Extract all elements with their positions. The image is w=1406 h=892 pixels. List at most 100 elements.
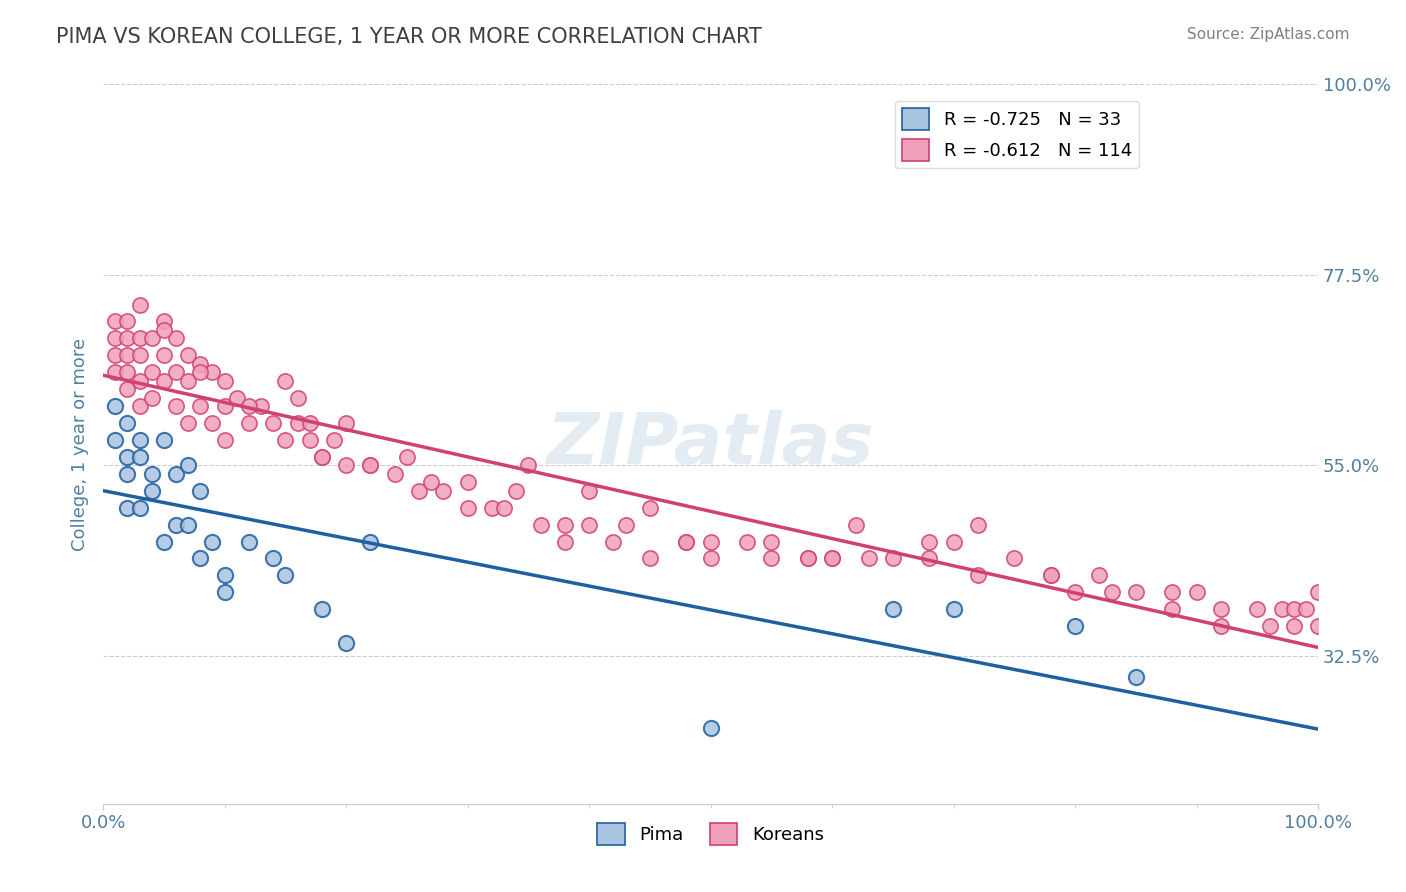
Point [188,483,211,498]
Point [1282,602,1305,616]
Point [104,433,127,447]
Point [1064,619,1087,633]
Point [165,467,187,481]
Y-axis label: College, 1 year or more: College, 1 year or more [72,338,89,550]
Point [967,568,990,582]
Point [117,416,139,430]
Point [117,382,139,396]
Point [1246,602,1268,616]
Point [638,500,661,515]
Point [165,399,187,413]
Point [165,365,187,379]
Point [821,551,844,566]
Point [262,551,284,566]
Point [225,391,247,405]
Point [250,399,273,413]
Point [420,475,443,490]
Point [188,365,211,379]
Point [311,450,333,464]
Point [517,458,540,473]
Point [505,483,527,498]
Point [274,374,297,388]
Point [141,331,163,345]
Point [128,331,150,345]
Point [287,391,309,405]
Point [128,433,150,447]
Point [177,517,200,532]
Text: ZIPatlas: ZIPatlas [547,409,875,479]
Point [845,517,868,532]
Point [153,314,176,328]
Point [117,365,139,379]
Point [1295,602,1317,616]
Point [432,483,454,498]
Point [153,433,176,447]
Point [335,636,357,650]
Point [554,534,576,549]
Point [214,585,236,599]
Point [141,365,163,379]
Point [882,602,904,616]
Point [104,399,127,413]
Point [201,534,224,549]
Point [177,348,200,362]
Point [128,450,150,464]
Point [699,721,721,735]
Point [1282,619,1305,633]
Point [384,467,406,481]
Text: Source: ZipAtlas.com: Source: ZipAtlas.com [1187,27,1350,42]
Point [1185,585,1208,599]
Point [153,323,176,337]
Point [177,416,200,430]
Point [238,416,260,430]
Point [761,534,783,549]
Point [165,517,187,532]
Point [117,348,139,362]
Point [457,475,479,490]
Point [128,374,150,388]
Point [335,458,357,473]
Point [141,483,163,498]
Point [188,551,211,566]
Point [761,551,783,566]
Point [214,374,236,388]
Point [153,348,176,362]
Point [141,391,163,405]
Point [141,467,163,481]
Point [359,534,381,549]
Point [201,416,224,430]
Point [177,374,200,388]
Legend: R = -0.725   N = 33, R = -0.612   N = 114: R = -0.725 N = 33, R = -0.612 N = 114 [894,101,1139,169]
Point [153,534,176,549]
Point [298,416,321,430]
Point [494,500,516,515]
Point [262,416,284,430]
Point [274,568,297,582]
Point [117,467,139,481]
Point [359,458,381,473]
Point [323,433,346,447]
Point [1125,585,1147,599]
Point [699,551,721,566]
Point [1161,602,1184,616]
Point [481,500,503,515]
Point [128,500,150,515]
Point [699,534,721,549]
Point [128,348,150,362]
Point [1308,585,1330,599]
Point [882,551,904,566]
Point [104,314,127,328]
Point [942,602,965,616]
Text: PIMA VS KOREAN COLLEGE, 1 YEAR OR MORE CORRELATION CHART: PIMA VS KOREAN COLLEGE, 1 YEAR OR MORE C… [56,27,762,46]
Point [1002,551,1025,566]
Point [335,416,357,430]
Point [1209,619,1232,633]
Point [858,551,880,566]
Point [104,331,127,345]
Point [188,399,211,413]
Point [675,534,697,549]
Point [797,551,820,566]
Point [128,297,150,311]
Point [638,551,661,566]
Point [918,551,941,566]
